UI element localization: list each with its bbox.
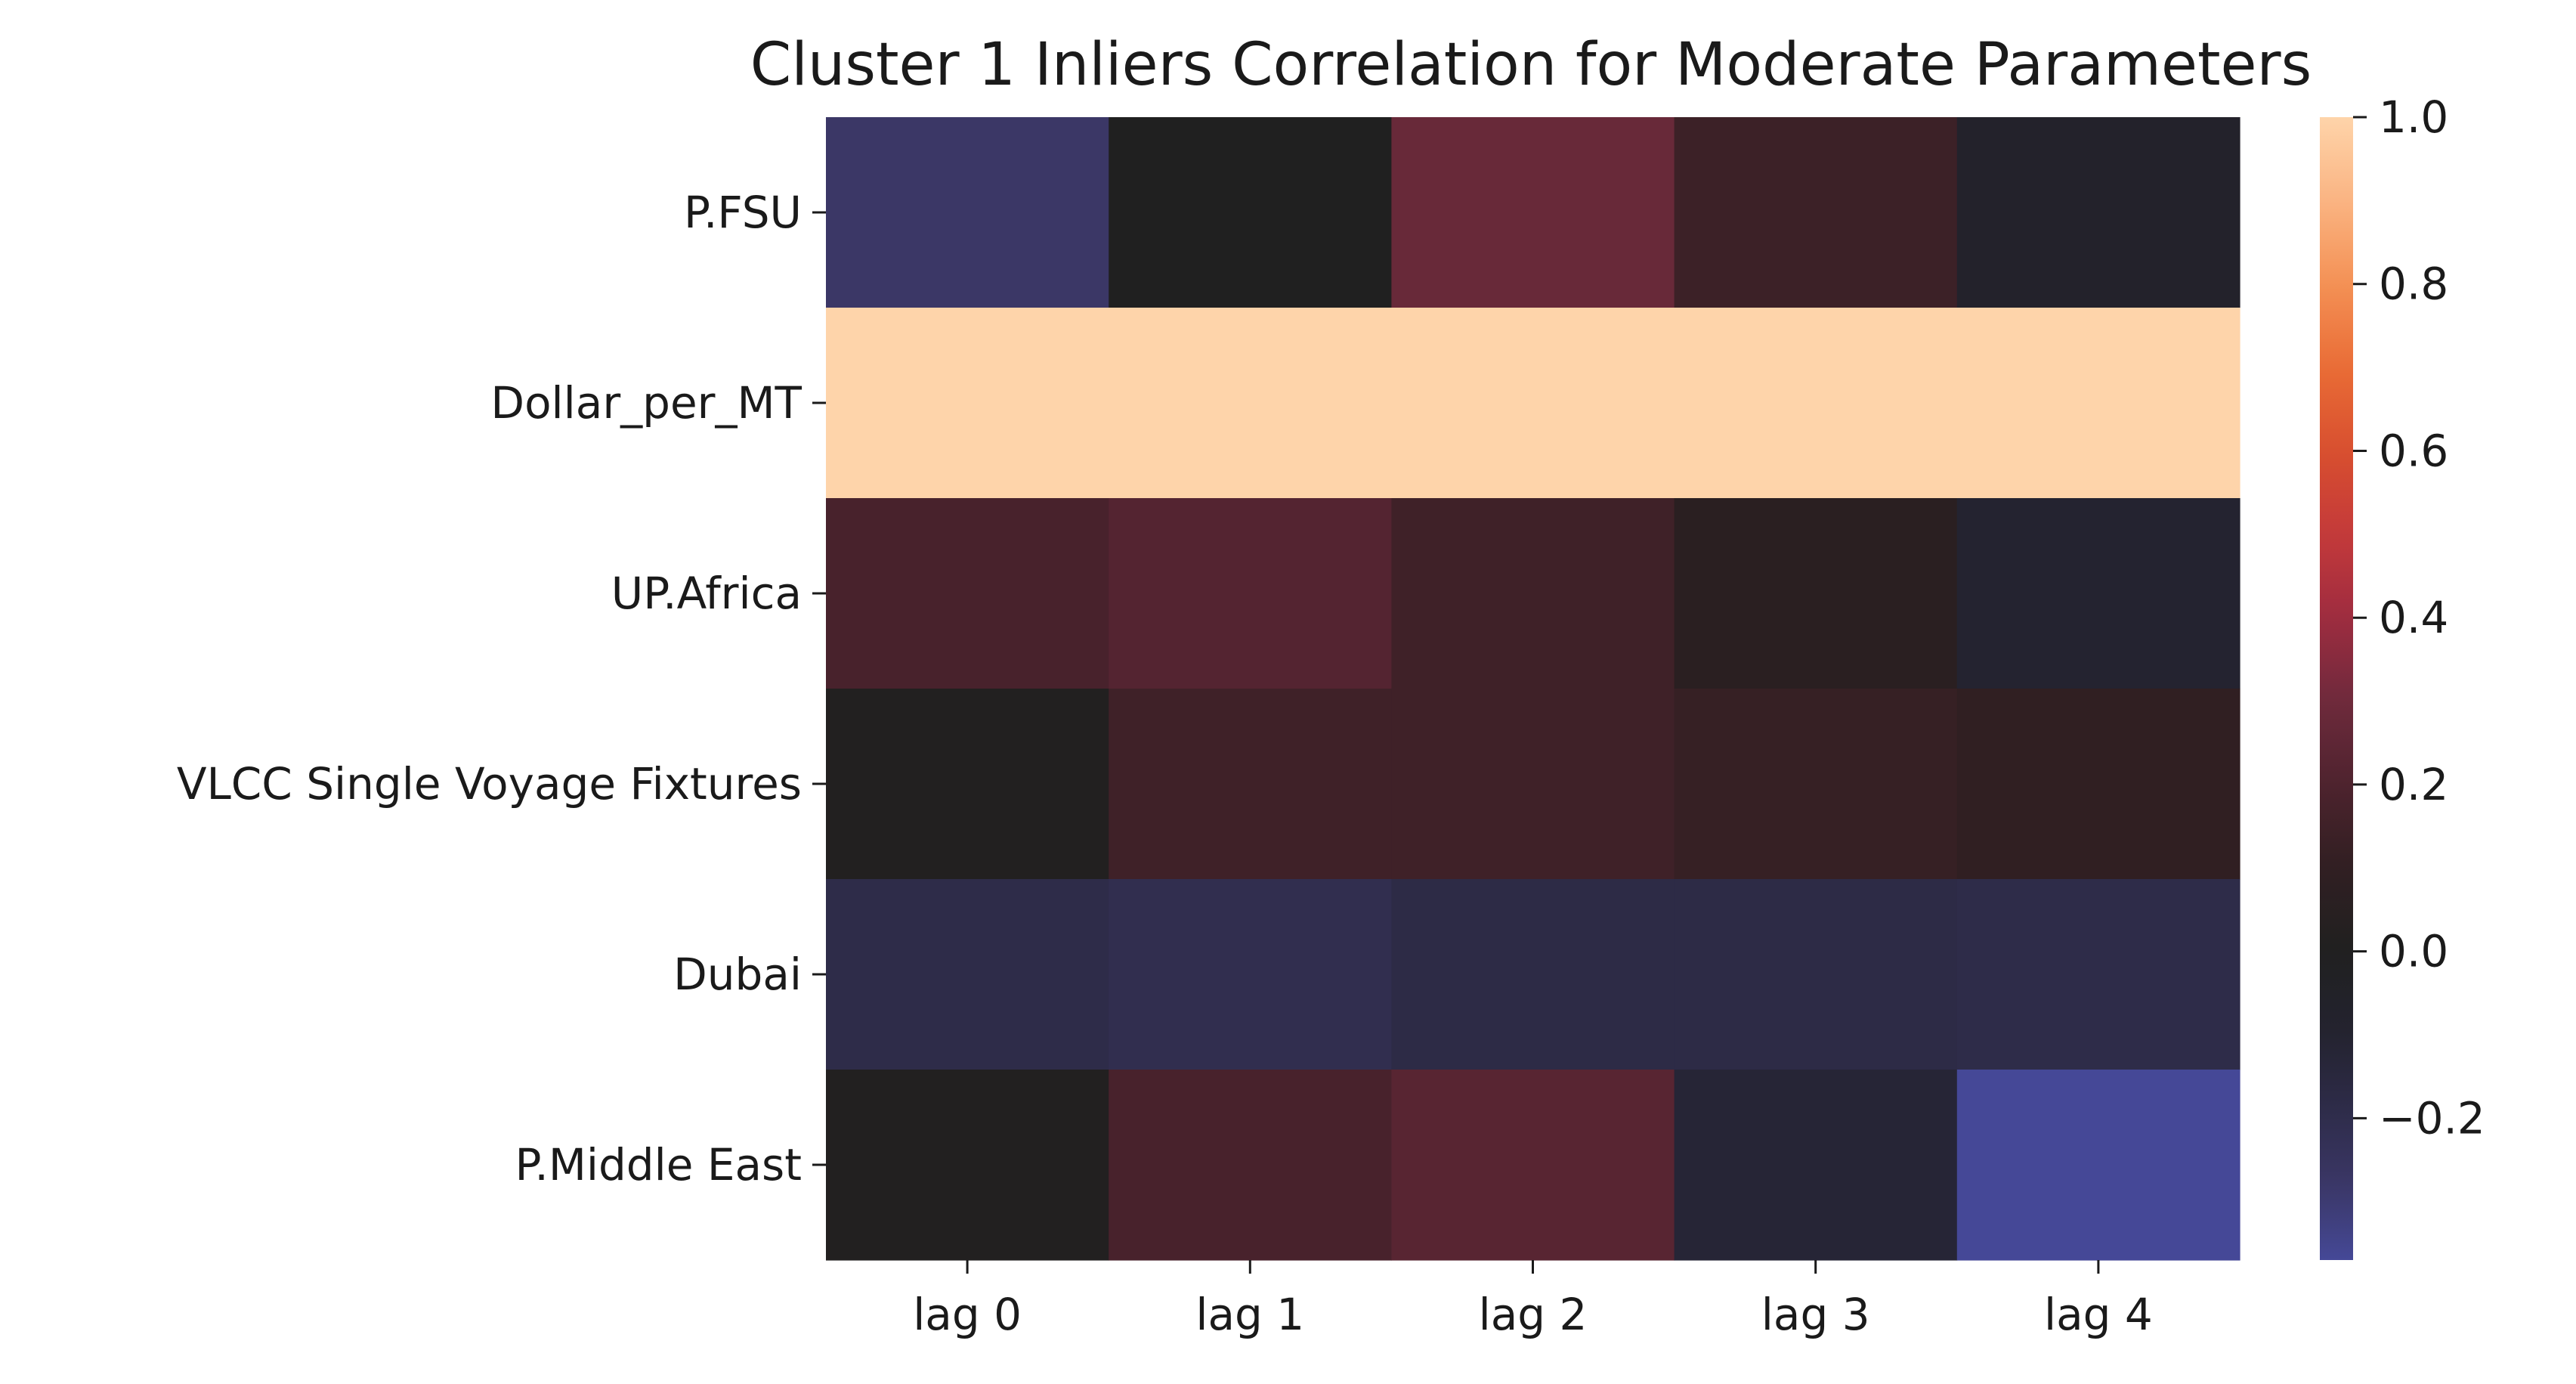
colorbar-tick-label: 0.8 — [2379, 259, 2448, 310]
heatmap-cell — [1956, 308, 2240, 499]
colorbar-tick-label: 0.0 — [2379, 926, 2448, 977]
heatmap-cell — [1391, 1070, 1675, 1261]
colorbar-tick-label: −0.2 — [2379, 1092, 2485, 1144]
chart-title: Cluster 1 Inliers Correlation for Modera… — [750, 31, 2312, 99]
heatmap-cell — [1674, 689, 1958, 880]
heatmap-cell — [1391, 879, 1675, 1070]
y-tick-label: UP.Africa — [611, 568, 802, 619]
colorbar-tick-label: 0.2 — [2379, 759, 2448, 810]
heatmap-cell — [1391, 689, 1675, 880]
x-tick-label: lag 3 — [1761, 1289, 1870, 1340]
heatmap-cell — [1674, 1070, 1958, 1261]
colorbar-tick-label: 1.0 — [2379, 91, 2448, 143]
heatmap-cell — [1391, 308, 1675, 499]
heatmap-cell — [1391, 117, 1675, 308]
y-tick-label: Dubai — [673, 949, 802, 1000]
heatmap-cell — [1109, 689, 1392, 880]
x-tick-label: lag 4 — [2044, 1289, 2153, 1340]
heatmap-cell — [1956, 1070, 2240, 1261]
heatmap-cell — [1674, 308, 1958, 499]
heatmap-cell — [1109, 117, 1392, 308]
heatmap-cell — [1956, 498, 2240, 689]
y-tick-label: Dollar_per_MT — [490, 377, 802, 429]
colorbar-axis: 1.0 0.8 0.6 0.4 0.2 0.0 −0.2 — [2353, 91, 2485, 1144]
heatmap-cell — [1674, 879, 1958, 1070]
x-tick-label: lag 2 — [1479, 1289, 1588, 1340]
heatmap-cell — [826, 879, 1109, 1070]
x-tick-label: lag 1 — [1195, 1289, 1304, 1340]
x-axis: lag 0 lag 1 lag 2 lag 3 lag 4 — [913, 1260, 2153, 1340]
y-tick-label: VLCC Single Voyage Fixtures — [177, 758, 802, 810]
heatmap-cells — [826, 117, 2240, 1261]
heatmap-cell — [1674, 498, 1958, 689]
y-tick-label: P.FSU — [684, 187, 802, 238]
heatmap-cell — [826, 498, 1109, 689]
heatmap-cell — [1391, 498, 1675, 689]
heatmap-cell — [826, 117, 1109, 308]
heatmap-cell — [1109, 498, 1392, 689]
heatmap-cell — [1956, 689, 2240, 880]
heatmap-cell — [826, 689, 1109, 880]
heatmap-cell — [826, 1070, 1109, 1261]
heatmap-cell — [1109, 308, 1392, 499]
heatmap-cell — [1956, 117, 2240, 308]
heatmap-cell — [1109, 1070, 1392, 1261]
colorbar — [2320, 117, 2353, 1260]
colorbar-tick-label: 0.4 — [2379, 592, 2448, 643]
colorbar-tick-label: 0.6 — [2379, 425, 2448, 476]
y-tick-label: P.Middle East — [515, 1139, 802, 1190]
heatmap-cell — [826, 308, 1109, 499]
y-axis: P.FSU Dollar_per_MT UP.Africa VLCC Single V… — [177, 187, 826, 1190]
heatmap-cell — [1109, 879, 1392, 1070]
heatmap-cell — [1956, 879, 2240, 1070]
heatmap-cell — [1674, 117, 1958, 308]
x-tick-label: lag 0 — [913, 1289, 1022, 1340]
